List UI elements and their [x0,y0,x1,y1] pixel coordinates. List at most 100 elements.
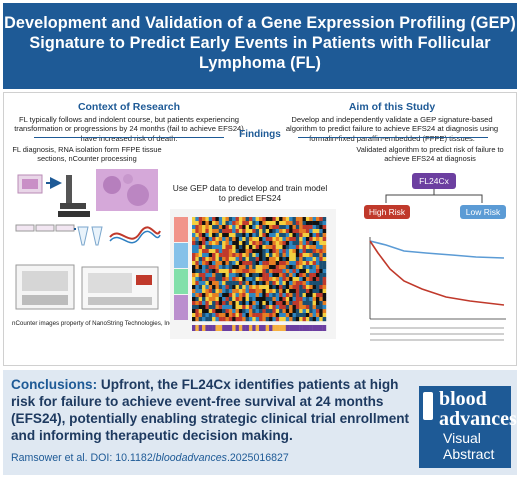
heatmap-cell [312,285,317,290]
heatmap-cell [262,273,266,278]
heatmap-cell [285,273,290,278]
heatmap-annotation-cell [252,325,256,331]
heatmap-cell [302,309,307,314]
heatmap-cell [289,221,293,226]
heatmap-cell [218,217,223,222]
heatmap-cell [312,245,317,250]
heatmap-cell [282,301,286,306]
heatmap-cell [305,289,310,294]
heatmap-cell [312,229,317,234]
heatmap-cell [265,249,270,254]
heatmap-cell [232,221,236,226]
heatmap-cell [195,313,199,318]
heatmap-cell [269,309,273,314]
heatmap-cell [232,265,236,270]
logo-line-1: blood [439,388,487,410]
heatmap-cell [238,269,243,274]
heatmap-cell [218,297,223,302]
heatmap-cell [259,257,263,262]
heatmap-cell [248,297,253,302]
heatmap-cell [245,249,250,254]
heatmap-cell [202,273,206,278]
heatmap-cell [192,253,196,258]
heatmap-cell [215,237,219,242]
heatmap-cell [225,289,230,294]
heatmap-cell [255,273,260,278]
heatmap-cell [255,301,260,306]
heatmap-cell [292,289,297,294]
heatmap-cell [319,237,323,242]
heatmap-cell [302,265,307,270]
heatmap-cell [198,265,203,270]
heatmap-cell [292,241,297,246]
heatmap-cell [299,289,303,294]
heatmap-cell [282,261,286,266]
heatmap-cell [225,313,230,318]
heatmap-cell [272,233,276,238]
heatmap-cell [315,281,320,286]
heatmap-cell [218,257,223,262]
heatmap-cell [292,229,297,234]
heatmap-annotation-cell [215,325,219,331]
heatmap-cell [309,301,313,306]
heatmap-cell [305,309,310,314]
heatmap-cell [312,273,317,278]
heatmap-cell [305,301,310,306]
heatmap-cell [259,249,263,254]
heatmap-cell [248,237,253,242]
heatmap-cell [228,245,233,250]
heatmap-cell [208,273,213,278]
heatmap-cell [319,277,323,282]
heatmap-cell [319,253,323,258]
heatmap-cell [245,289,250,294]
heatmap-cell [252,305,256,310]
heatmap-cell [255,293,260,298]
tubes-icon [77,226,103,246]
heatmap-cell [198,297,203,302]
heatmap-cell [205,245,209,250]
heatmap-cell [275,257,280,262]
heatmap-cell [202,281,206,286]
heatmap-cell [202,309,206,314]
heatmap-cell [279,285,283,290]
heatmap-cell [245,217,250,222]
heatmap-cell [255,261,260,266]
heatmap-cell [259,217,263,222]
heatmap-cell [252,229,256,234]
heatmap-cell [312,301,317,306]
heatmap-cell [315,253,320,258]
heatmap-cell [255,309,260,314]
heatmap-annotation-cell [242,325,246,331]
heatmap-cell [279,241,283,246]
heatmap-cell [302,241,307,246]
heatmap-cell [202,225,206,230]
heatmap-cell [215,289,219,294]
heatmap-cell [205,305,209,310]
heatmap-cell [299,241,303,246]
heatmap-cell [225,257,230,262]
heatmap-cell [228,313,233,318]
findings-rule-right [298,137,488,138]
heatmap-cell [322,273,327,278]
heatmap-cell [222,277,226,282]
heatmap-cell [212,249,216,254]
heatmap-cell [202,245,206,250]
heatmap-cell [215,265,219,270]
heatmap-cell [252,297,256,302]
heatmap-cell [299,277,303,282]
heatmap-cell [215,245,219,250]
heatmap-cell [198,289,203,294]
heatmap-cell [292,281,297,286]
heatmap-cell [202,269,206,274]
heatmap-cell [192,305,196,310]
heatmap-cell [228,301,233,306]
heatmap-cell [248,217,253,222]
heatmap-cell [279,233,283,238]
heatmap-cell [228,221,233,226]
heatmap-cell [259,273,263,278]
heatmap-cell [208,297,213,302]
fl24cx-box: FL24Cx [412,173,456,189]
heatmap-cell [252,309,256,314]
heatmap-cell [299,233,303,238]
left-caption: FL diagnosis, RNA isolation form FFPE ti… [12,145,162,164]
